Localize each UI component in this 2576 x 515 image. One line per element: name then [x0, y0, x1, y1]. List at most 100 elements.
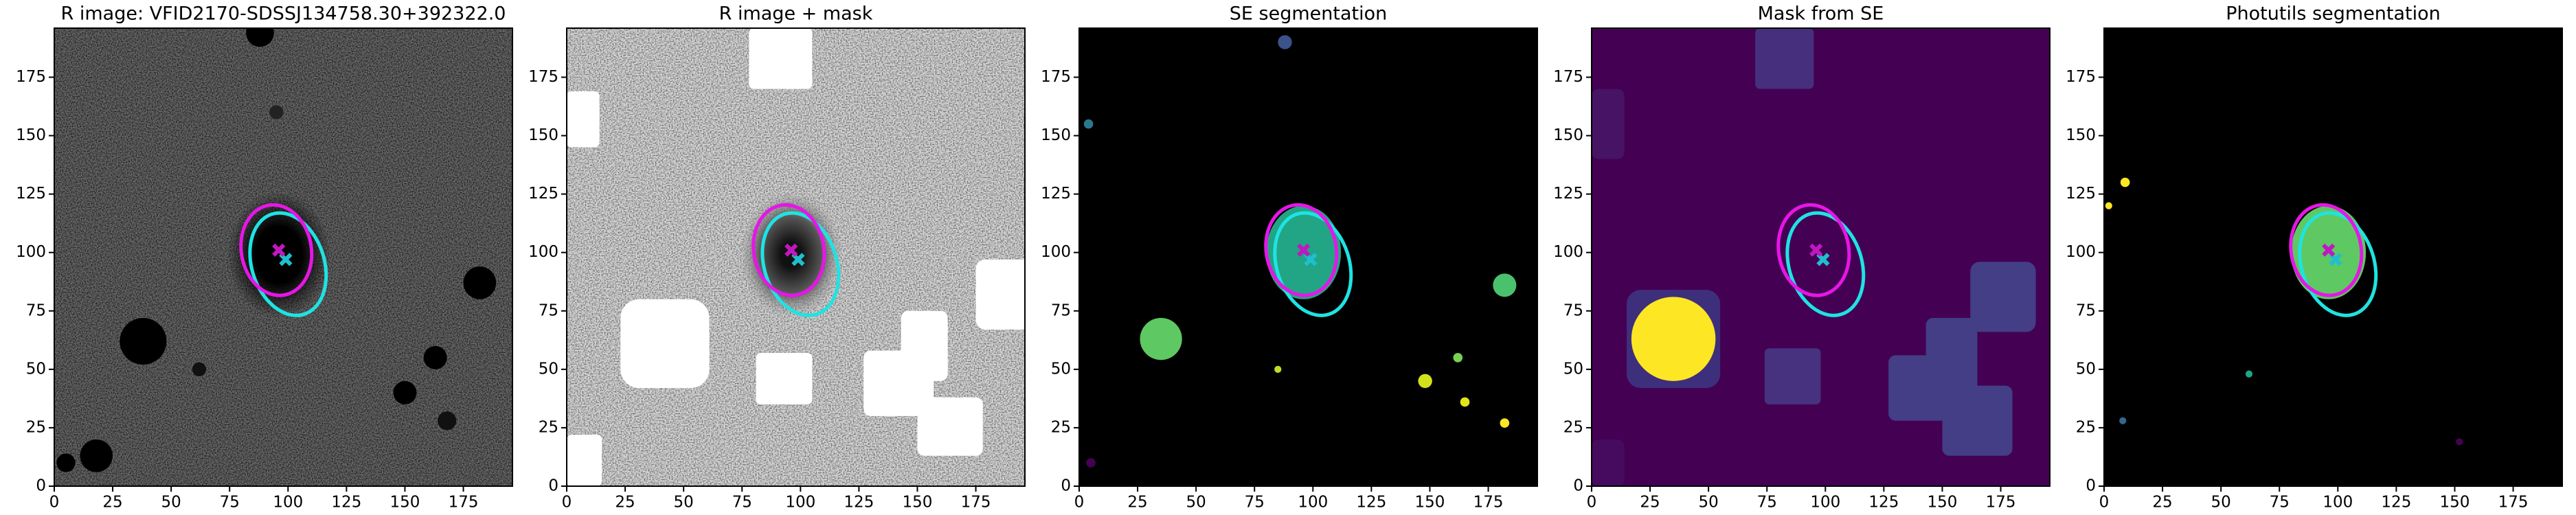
mask-region: [1755, 28, 1814, 89]
panel-title: SE segmentation: [1230, 3, 1387, 25]
y-tick-label: 100: [1041, 243, 1071, 261]
x-tick-label: 75: [1245, 494, 1265, 512]
image: [1592, 28, 2050, 486]
x-tick-label: 175: [1986, 494, 2016, 512]
x-tick-label: 25: [1640, 494, 1660, 512]
source: [2120, 177, 2130, 187]
y-tick-label: 125: [2066, 185, 2096, 203]
x-tick-label: 150: [2440, 494, 2470, 512]
source: [80, 439, 113, 472]
image: [54, 28, 512, 486]
x-tick-label: 125: [1356, 494, 1386, 512]
mask-region: [917, 397, 983, 456]
image: [2104, 28, 2562, 486]
x-tick-label: 50: [2211, 494, 2231, 512]
axes-frame: [54, 27, 513, 487]
y-tick-label: 150: [528, 126, 558, 144]
panel-title: Photutils segmentation: [2226, 3, 2441, 25]
x-tick-label: 25: [615, 494, 635, 512]
source: [1418, 374, 1432, 389]
y-tick-label: 75: [539, 301, 558, 319]
source: [393, 380, 417, 404]
source: [120, 317, 167, 365]
y-tick-label: 175: [2066, 68, 2096, 86]
x-tick-label: 100: [1810, 494, 1840, 512]
x-tick-label: 50: [674, 494, 694, 512]
ellipse-cyan: [760, 211, 841, 317]
mask-region: [1592, 439, 1625, 486]
y-tick-label: 50: [1563, 360, 1583, 378]
y-tick-label: 25: [26, 418, 46, 436]
y-tick-label: 175: [16, 68, 46, 86]
y-tick-label: 50: [2076, 360, 2096, 378]
y-tick-label: 0: [1573, 477, 1583, 495]
ellipse-cyan: [248, 211, 328, 317]
source: [2245, 370, 2253, 378]
ellipse-magenta: [2289, 203, 2364, 297]
source: [1493, 273, 1517, 297]
axes-frame: [2103, 27, 2563, 487]
source: [423, 345, 447, 369]
y-tick-label: 125: [16, 185, 46, 203]
y-tick-label: 100: [16, 243, 46, 261]
y-tick-label: 100: [528, 243, 558, 261]
y-tick-label: 150: [16, 126, 46, 144]
source: [56, 453, 76, 472]
mask-region: [756, 353, 813, 404]
mask-region: [1764, 348, 1821, 404]
center-magenta: [784, 243, 798, 257]
x-tick-label: 75: [1757, 494, 1777, 512]
y-tick-label: 175: [1041, 68, 1071, 86]
x-tick-label: 175: [449, 494, 479, 512]
image: [1079, 28, 1537, 486]
ellipse-magenta: [1776, 203, 1851, 297]
y-tick-label: 50: [1051, 360, 1071, 378]
y-tick-label: 150: [1553, 126, 1583, 144]
source: [1631, 297, 1716, 381]
ellipse-magenta: [1264, 203, 1339, 297]
source: [1500, 418, 1510, 428]
source: [1460, 397, 1470, 407]
y-tick-label: 75: [2076, 301, 2096, 319]
source: [1278, 35, 1292, 49]
ellipse-cyan: [2298, 211, 2378, 317]
y-tick-label: 25: [2076, 418, 2096, 436]
ellipse-cyan: [1785, 211, 1866, 317]
x-tick-label: 50: [1699, 494, 1719, 512]
x-tick-label: 100: [2323, 494, 2353, 512]
y-tick-label: 0: [2086, 477, 2096, 495]
source: [438, 411, 457, 431]
source: [463, 266, 497, 299]
x-tick-label: 0: [2099, 494, 2110, 512]
mask-region: [1970, 262, 2036, 332]
x-tick-label: 0: [1587, 494, 1597, 512]
center-magenta: [1297, 243, 1311, 257]
mask-region: [1592, 89, 1625, 159]
x-tick-label: 150: [1928, 494, 1958, 512]
x-tick-label: 175: [961, 494, 991, 512]
mask-region: [567, 91, 600, 148]
source: [246, 28, 274, 47]
source: [269, 105, 284, 119]
y-tick-label: 150: [2066, 126, 2096, 144]
axes-frame: [566, 27, 1026, 487]
y-tick-label: 175: [528, 68, 558, 86]
y-tick-label: 125: [1553, 185, 1583, 203]
y-tick-label: 25: [539, 418, 558, 436]
panel-title: R image: VFID2170-SDSSJ134758.30+392322.…: [61, 3, 506, 25]
mask-region: [749, 28, 813, 89]
y-tick-label: 75: [1563, 301, 1583, 319]
y-tick-label: 150: [1041, 126, 1071, 144]
source: [2119, 417, 2127, 424]
source: [192, 362, 207, 377]
axes-frame: [1078, 27, 1538, 487]
source: [1140, 317, 1182, 360]
ellipse-magenta: [239, 203, 314, 297]
x-tick-label: 25: [102, 494, 122, 512]
mask-region: [1925, 317, 1978, 393]
x-tick-label: 75: [220, 494, 240, 512]
y-tick-label: 175: [1553, 68, 1583, 86]
ellipse-magenta: [752, 203, 826, 297]
x-tick-label: 100: [1298, 494, 1328, 512]
